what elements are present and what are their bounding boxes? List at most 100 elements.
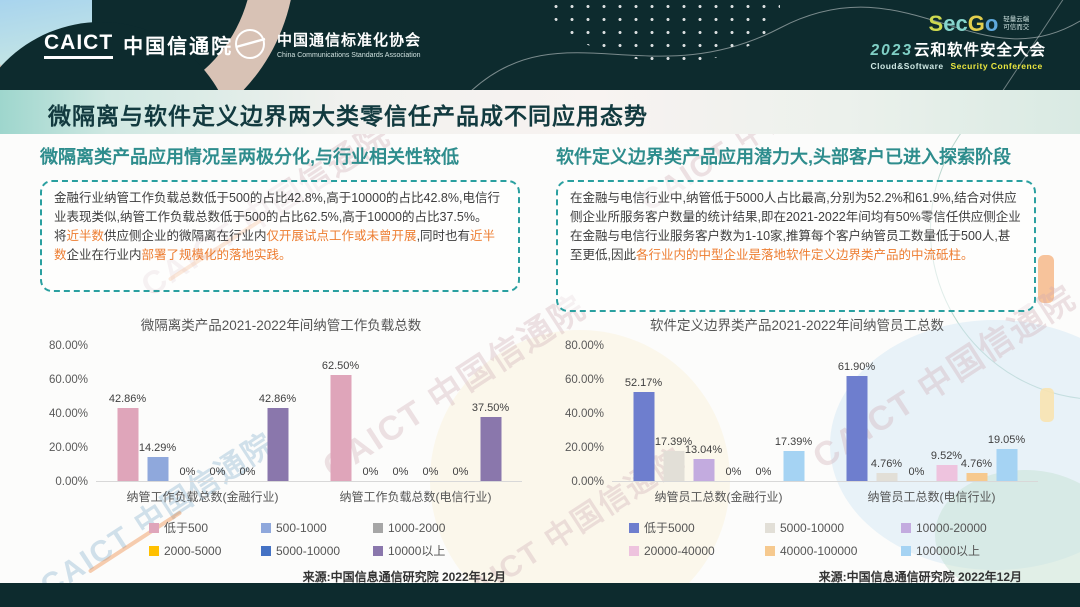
legend-item: 低于500 bbox=[149, 519, 245, 536]
bar-slot: 62.50% bbox=[322, 346, 359, 481]
legend-item: 1000-2000 bbox=[373, 519, 469, 536]
legend-label: 1000-2000 bbox=[388, 520, 446, 535]
secgo-logo: SecGo bbox=[928, 11, 999, 36]
legend-label: 10000-20000 bbox=[916, 520, 987, 535]
bar-slot: 17.39% bbox=[775, 346, 812, 481]
body-text: 将 bbox=[54, 229, 67, 243]
highlighted-text: 部署了规模化的落地实践。 bbox=[141, 248, 292, 262]
bar-group: 52.17% 17.39% 13.04% 0% 0% 17.39% bbox=[612, 346, 825, 481]
bar-slot: 0% bbox=[173, 346, 203, 481]
secgo-tagline-line1: 轻量云端 bbox=[1003, 15, 1030, 23]
legend-item: 10000以上 bbox=[373, 542, 469, 559]
legend-swatch bbox=[261, 522, 271, 533]
legend-label: 低于5000 bbox=[644, 521, 695, 535]
right-section-heading: 软件定义边界类产品应用潜力大,头部客户已进入探索阶段 bbox=[556, 147, 1011, 167]
legend-label: 2000-5000 bbox=[164, 543, 222, 558]
bar-slot: 0% bbox=[356, 346, 386, 481]
bar-value-label: 13.04% bbox=[684, 443, 723, 456]
bar-value-label: 0% bbox=[422, 466, 439, 478]
bar-value-label: 19.05% bbox=[987, 433, 1026, 446]
chart-legend: 低于500 500-1000 1000-2000 2000-5000 5000-1000… bbox=[96, 519, 522, 559]
bar-value-label: 0% bbox=[239, 466, 256, 478]
bar-value-label: 17.39% bbox=[654, 436, 693, 449]
category-label: 纳管员工总数(金融行业) bbox=[654, 490, 783, 504]
summary-paragraph: 金融行业纳管工作负载总数低于500的占比42.8%,高于10000的占比42.8… bbox=[54, 189, 506, 227]
legend-label: 10000以上 bbox=[388, 544, 446, 558]
bar-slot: 0% bbox=[749, 346, 779, 481]
body-text: 供应侧企业的微隔离在行业内 bbox=[104, 229, 267, 243]
chart: 80.00% 60.00% 40.00% 20.00% 0.00% 52.17% 17.3… bbox=[556, 340, 1038, 488]
legend-item: 100000以上 bbox=[901, 542, 1021, 559]
category-label: 纳管员工总数(电信行业) bbox=[867, 490, 996, 504]
y-tick-label: 0.00% bbox=[571, 476, 604, 488]
bar-value-label: 9.52% bbox=[930, 449, 963, 462]
bar-低于500 bbox=[117, 408, 138, 481]
bar-slot: 37.50% bbox=[472, 346, 509, 481]
body-text: 企业在行业内 bbox=[66, 248, 142, 262]
bar-group: 62.50% 0% 0% 0% 0% 37.50% bbox=[309, 346, 522, 481]
bar-slot: 14.29% bbox=[139, 346, 176, 481]
bar-40000-100000 bbox=[966, 472, 987, 481]
secgo-tagline-line2: 可信而交 bbox=[1003, 24, 1030, 31]
right-section: 软件定义边界类产品应用潜力大,头部客户已进入探索阶段 在金融与电信行业中,纳管低… bbox=[556, 146, 1038, 584]
highlighted-text: 仅开展试点工作或未曾开展 bbox=[266, 229, 417, 243]
bar-value-label: 52.17% bbox=[624, 377, 663, 390]
highlighted-text: 近半数 bbox=[66, 229, 105, 243]
ccsa-logo-icon bbox=[235, 29, 266, 59]
bar-group: 61.90% 4.76% 0% 9.52% 4.76% 19.05% bbox=[825, 346, 1038, 481]
left-section-heading: 微隔离类产品应用情况呈两极分化,与行业相关性较低 bbox=[40, 147, 459, 167]
bar-value-label: 0% bbox=[908, 466, 925, 478]
conference-title-en: Cloud&Software Security Conference bbox=[871, 61, 1047, 71]
bar-value-label: 0% bbox=[755, 466, 772, 478]
legend-item: 5000-10000 bbox=[261, 542, 357, 559]
legend-swatch bbox=[629, 545, 639, 556]
legend-item: 40000-100000 bbox=[765, 542, 885, 559]
legend-swatch bbox=[765, 545, 775, 556]
decor-yellow-blob bbox=[1040, 388, 1054, 422]
bar-slot: 52.17% bbox=[625, 346, 662, 481]
y-tick-label: 40.00% bbox=[48, 408, 88, 420]
y-axis: 80.00% 60.00% 40.00% 20.00% 0.00% bbox=[556, 340, 612, 488]
plot-area: 52.17% 17.39% 13.04% 0% 0% 17.39% 61.90% 4.76% 0… bbox=[612, 346, 1038, 482]
bar-slot: 42.86% bbox=[109, 346, 146, 481]
footer-bar bbox=[0, 583, 1080, 607]
y-tick-label: 60.00% bbox=[564, 374, 604, 386]
y-tick-label: 20.00% bbox=[48, 442, 88, 454]
conference-en-normal: Cloud&Software bbox=[870, 61, 944, 71]
legend-label: 100000以上 bbox=[916, 544, 981, 558]
left-summary-box: 金融行业纳管工作负载总数低于500的占比42.8%,高于10000的占比42.8… bbox=[40, 180, 520, 292]
bar-slot: 0% bbox=[446, 346, 476, 481]
bar-value-label: 62.50% bbox=[321, 359, 360, 372]
bar-slot: 4.76% bbox=[961, 346, 992, 481]
header-bar: CAICT 中国信通院 中国通信标准化协会 China Communicatio… bbox=[0, 0, 1080, 90]
bar-slot: 19.05% bbox=[988, 346, 1025, 481]
category-label: 纳管工作负载总数(金融行业) bbox=[126, 490, 279, 504]
bar-slot: 61.90% bbox=[838, 346, 875, 481]
body-text: ,同时也有 bbox=[416, 229, 471, 243]
conference-title-cn: 2023云和软件安全大会 bbox=[871, 38, 1047, 60]
bar-value-label: 37.50% bbox=[471, 402, 510, 415]
legend-swatch bbox=[765, 522, 775, 533]
legend-label: 500-1000 bbox=[276, 520, 327, 535]
bar-value-label: 14.29% bbox=[138, 441, 177, 454]
legend-item: 低于5000 bbox=[629, 519, 749, 536]
legend-item: 2000-5000 bbox=[149, 542, 245, 559]
legend-label: 40000-100000 bbox=[780, 543, 858, 558]
bar-500-1000 bbox=[147, 456, 168, 481]
bar-value-label: 0% bbox=[725, 466, 742, 478]
bar-slot: 42.86% bbox=[259, 346, 296, 481]
category-row: 纳管工作负载总数(金融行业) 纳管工作负载总数(电信行业) bbox=[96, 482, 522, 505]
highlighted-text: 近半数 bbox=[54, 229, 496, 262]
ccsa-name-cn: 中国通信标准化协会 bbox=[277, 32, 422, 49]
chart-block-left: 微隔离类产品2021-2022年间纳管工作负载总数 80.00% 60.00% 40… bbox=[40, 314, 522, 585]
bar-低于500 bbox=[330, 374, 351, 481]
decor-green-ellipse bbox=[935, 470, 1080, 600]
chart-block-right: 软件定义边界类产品2021-2022年间纳管员工总数 80.00% 60.00% 4… bbox=[556, 314, 1038, 585]
y-axis: 80.00% 60.00% 40.00% 20.00% 0.00% bbox=[40, 340, 96, 488]
bar-value-label: 42.86% bbox=[258, 393, 297, 406]
decor-orange-blob bbox=[1038, 255, 1054, 303]
legend-item: 20000-40000 bbox=[629, 542, 749, 559]
category-label: 纳管工作负载总数(电信行业) bbox=[339, 490, 492, 504]
legend-swatch bbox=[629, 522, 639, 533]
